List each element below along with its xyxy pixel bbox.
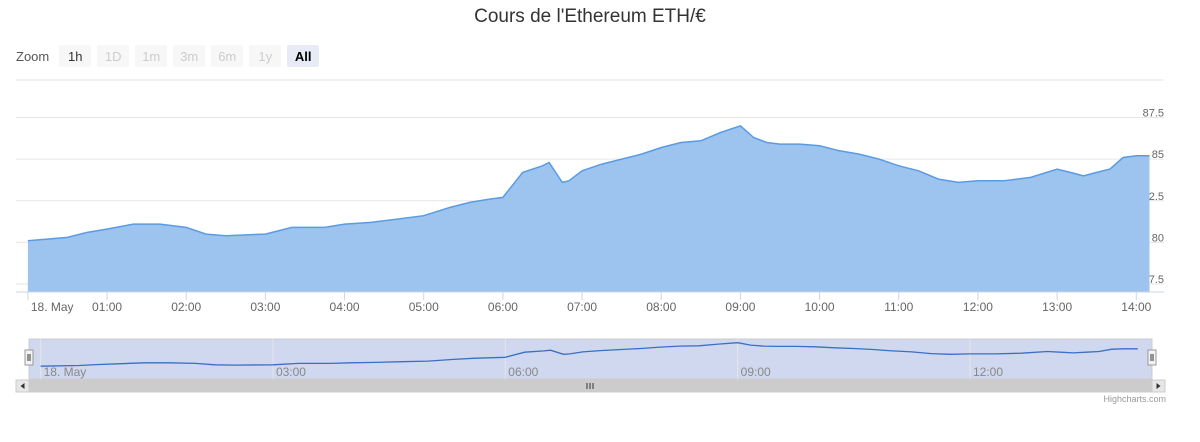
navigator-tick-label: 18. May <box>44 365 87 379</box>
arrow-left-icon <box>20 383 25 389</box>
y-tick-label: 80 <box>1152 232 1164 244</box>
navigator-tick-label: 09:00 <box>741 365 771 379</box>
x-tick-label: 06:00 <box>488 300 518 314</box>
zoom-button-1d[interactable]: 1D <box>97 45 130 67</box>
x-tick-label: 07:00 <box>567 300 597 314</box>
x-tick-label: 05:00 <box>409 300 439 314</box>
zoom-label: Zoom <box>16 48 50 64</box>
navigator-series-line <box>40 342 1138 367</box>
navigator-tick-label: 06:00 <box>508 365 538 379</box>
zoom-button-1m[interactable]: 1m <box>135 45 168 67</box>
x-tick-label: 02:00 <box>171 300 201 314</box>
x-tick-label: 10:00 <box>805 300 835 314</box>
zoom-button-1h[interactable]: 1h <box>59 45 92 67</box>
zoom-selector: Zoom 1h 1D 1m 3m 6m 1y All <box>16 45 320 67</box>
y-tick-label: 87.5 <box>1143 108 1164 120</box>
x-tick-label: 11:00 <box>884 300 913 314</box>
x-tick-label: 18. May <box>31 300 74 314</box>
x-tick-label: 13:00 <box>1042 300 1072 314</box>
zoom-button-1y[interactable]: 1y <box>249 45 282 67</box>
scrollbar[interactable] <box>15 379 1166 393</box>
x-tick-label: 09:00 <box>725 300 755 314</box>
scroll-left-button[interactable] <box>15 379 30 393</box>
series-area <box>27 125 1150 292</box>
zoom-button-all[interactable]: All <box>287 45 320 67</box>
credits-link[interactable]: Highcharts.com <box>1103 394 1166 404</box>
zoom-button-3m[interactable]: 3m <box>173 45 206 67</box>
x-tick-label: 14:00 <box>1121 300 1151 314</box>
x-tick-label: 12:00 <box>963 300 993 314</box>
zoom-button-6m[interactable]: 6m <box>211 45 244 67</box>
x-tick-label: 08:00 <box>646 300 676 314</box>
navigator-right-handle[interactable] <box>1147 349 1157 366</box>
navigator-left-handle[interactable] <box>24 349 34 366</box>
chart-title: Cours de l'Ethereum ETH/€ <box>474 6 706 27</box>
x-tick-label: 03:00 <box>250 300 280 314</box>
arrow-right-icon <box>1156 383 1161 389</box>
x-tick-label: 04:00 <box>330 300 360 314</box>
y-tick-label: 85 <box>1152 149 1164 161</box>
navigator-tick-label: 12:00 <box>973 365 1003 379</box>
navigator-tick-label: 03:00 <box>276 365 306 379</box>
series-line <box>27 124 1150 242</box>
x-tick-label: 01:00 <box>92 300 122 314</box>
scroll-right-button[interactable] <box>1151 379 1166 393</box>
